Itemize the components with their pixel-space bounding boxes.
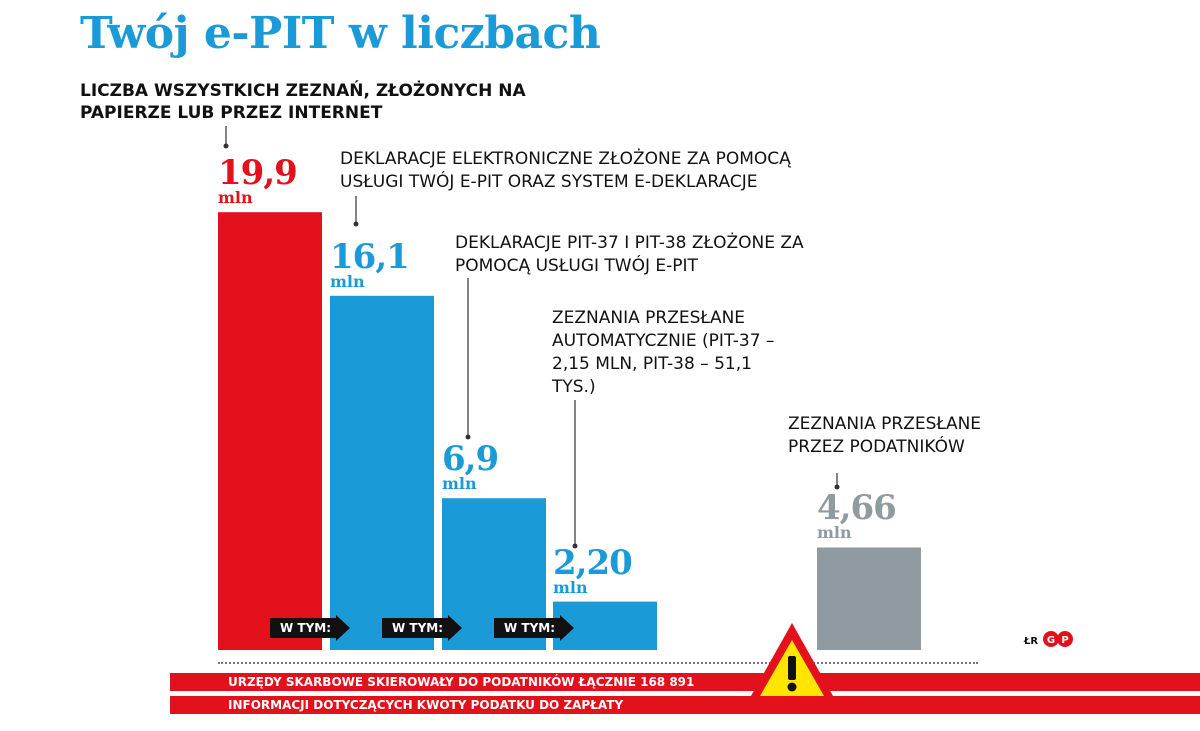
unit-label-3: mln (442, 474, 477, 494)
unit-label-2: mln (330, 271, 365, 291)
w-tym-tag-2: W TYM: (382, 615, 462, 641)
value-label-5: 4,66 (817, 488, 897, 529)
chart-title: Twój e-PIT w liczbach (80, 8, 601, 59)
unit-label-1: mln (218, 188, 253, 208)
value-label-3: 6,9 (442, 439, 499, 480)
value-label-2: 16,1 (330, 236, 410, 277)
author-credit: ŁR (1024, 636, 1039, 647)
leader-dot-5 (834, 484, 840, 490)
note-bar-2: DEKLARACJE ELEKTRONICZNE ZŁOŻONE ZA POMO… (340, 149, 791, 192)
leader-dot-1 (223, 143, 229, 149)
unit-label-4: mln (553, 577, 588, 597)
baseline-dotted (218, 662, 978, 664)
unit-label-5: mln (817, 523, 852, 543)
w-tym-tag-1: W TYM: (270, 615, 350, 641)
svg-text:P: P (1061, 635, 1068, 646)
note-bar-4: ZEZNANIA PRZESŁANE AUTOMATYCZNIE (PIT-37… (552, 308, 775, 397)
bar-1 (218, 212, 322, 650)
warning-triangle-icon (747, 623, 837, 703)
note-bar-3: DEKLARACJE PIT-37 I PIT-38 ZŁOŻONE ZA PO… (455, 233, 804, 276)
leader-dot-2 (353, 221, 359, 227)
chart-subtitle: LICZBA WSZYSTKICH ZEZNAŃ, ZŁOŻONYCH NA P… (80, 81, 526, 123)
note-bar-5: ZEZNANIA PRZESŁANE PRZEZ PODATNIKÓW (788, 414, 982, 457)
bar-2 (330, 295, 434, 650)
banner-line-1: URZĘDY SKARBOWE SKIEROWAŁY DO PODATNIKÓW… (170, 673, 1200, 691)
leader-dot-4 (572, 543, 578, 549)
leader-dot-3 (465, 434, 471, 440)
bar-5 (817, 547, 921, 650)
publisher-logo-icon: G P (1043, 631, 1073, 647)
svg-text:G: G (1047, 635, 1055, 646)
w-tym-tag-3: W TYM: (494, 615, 574, 641)
value-label-1: 19,9 (218, 153, 298, 194)
banner-line-2: INFORMACJI DOTYCZĄCYCH KWOTY PODATKU DO … (170, 696, 1200, 714)
value-label-4: 2,20 (553, 542, 633, 583)
